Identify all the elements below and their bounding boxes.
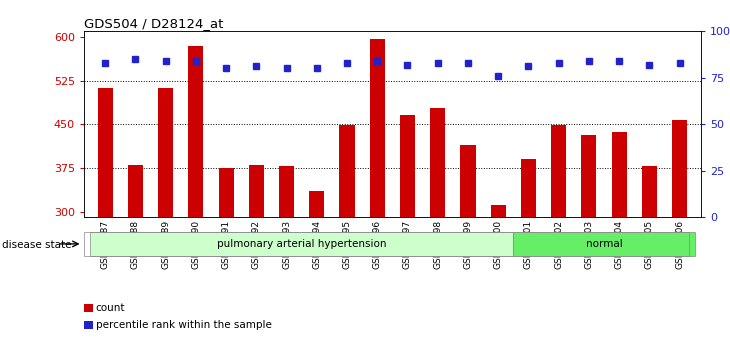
Bar <box>158 88 173 345</box>
Bar <box>310 191 324 345</box>
Bar <box>369 39 385 345</box>
FancyBboxPatch shape <box>90 233 513 256</box>
Bar <box>461 145 475 345</box>
Text: disease state: disease state <box>2 240 72 250</box>
Bar <box>128 165 143 345</box>
Bar <box>430 108 445 345</box>
Text: count: count <box>96 303 125 313</box>
Bar <box>98 88 112 345</box>
Bar <box>642 166 657 345</box>
Text: pulmonary arterial hypertension: pulmonary arterial hypertension <box>217 239 386 248</box>
Bar <box>672 120 687 345</box>
FancyBboxPatch shape <box>513 233 695 256</box>
Bar <box>491 205 506 345</box>
Bar <box>339 125 355 345</box>
Bar <box>218 168 234 345</box>
Bar <box>188 46 204 345</box>
Bar <box>279 166 294 345</box>
Bar <box>249 165 264 345</box>
Bar <box>551 125 566 345</box>
Bar <box>400 116 415 345</box>
Bar <box>612 132 627 345</box>
Bar <box>521 159 536 345</box>
Bar <box>581 135 596 345</box>
Text: GDS504 / D28124_at: GDS504 / D28124_at <box>84 17 223 30</box>
Text: percentile rank within the sample: percentile rank within the sample <box>96 321 272 330</box>
Text: normal: normal <box>585 239 623 248</box>
